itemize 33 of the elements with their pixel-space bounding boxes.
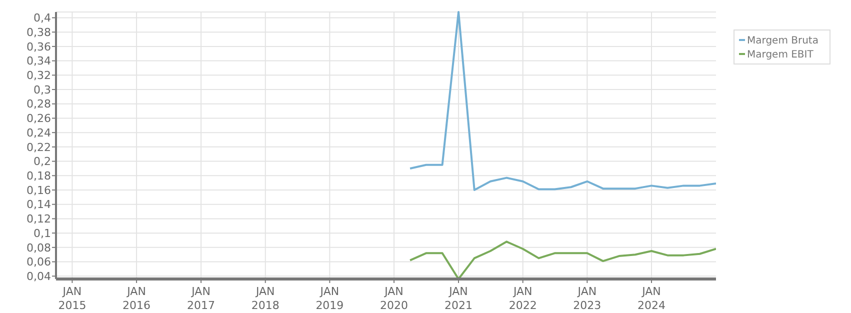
y-tick-label: 0,34 (26, 54, 51, 68)
x-tick-label: JAN 2020 (380, 285, 408, 312)
y-tick-label: 0,26 (26, 112, 51, 126)
x-tick-label: JAN 2017 (187, 285, 216, 312)
y-tick-label: 0,36 (26, 40, 51, 54)
x-tick-label: JAN 2019 (316, 285, 344, 312)
x-tick-label: JAN 2024 (638, 285, 666, 312)
legend-label: Margem Bruta (747, 36, 818, 46)
y-tick-label: 0,4 (34, 12, 51, 25)
y-tick-label: 0,12 (26, 212, 51, 226)
y-tick-label: 0,08 (26, 241, 51, 254)
y-tick-label: 0,18 (26, 169, 51, 182)
x-tick-label: JAN 2016 (122, 285, 151, 312)
x-tick-label: JAN 2023 (573, 285, 602, 312)
y-tick-label: 0,14 (26, 198, 51, 212)
y-tick-label: 0,38 (26, 26, 51, 39)
x-tick-label: JAN 2021 (444, 285, 473, 312)
y-tick-label: 0,1 (34, 226, 51, 240)
y-tick-label: 0,04 (26, 270, 51, 283)
y-tick-label: 0,06 (26, 256, 51, 269)
line-series (409, 240, 716, 279)
y-tick-label: 0,32 (26, 69, 51, 82)
y-tick-label: 0,28 (26, 98, 51, 111)
y-tick-label: 0,2 (34, 155, 51, 168)
x-tick-label: JAN 2018 (251, 285, 280, 312)
x-tick-label: JAN 2022 (508, 285, 537, 312)
legend-label: Margem EBIT (747, 50, 814, 60)
y-tick-label: 0,24 (26, 126, 51, 140)
y-tick-label: 0,3 (34, 83, 51, 96)
y-tick-label: 0,16 (26, 184, 51, 197)
line-series (409, 11, 716, 191)
x-tick-label: JAN 2015 (58, 285, 86, 312)
y-tick-label: 0,22 (26, 140, 51, 154)
